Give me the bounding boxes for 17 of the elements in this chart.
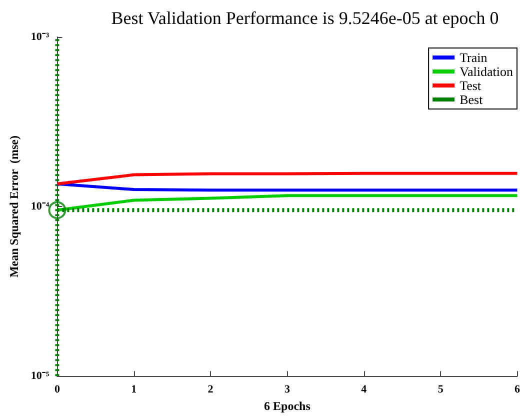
chart-title: Best Validation Performance is 9.5246e-05 at epoch 0: [111, 8, 499, 28]
x-tick-label: 4: [361, 384, 368, 396]
x-tick-label: 5: [438, 384, 444, 396]
y-tick-label: 10⁻⁵: [30, 370, 50, 382]
y-tick-label: 10⁻⁴: [30, 200, 50, 213]
legend-label: Validation: [460, 64, 514, 79]
y-axis-title: Mean Squared Error (mse): [7, 136, 21, 278]
x-tick-label: 1: [131, 384, 137, 396]
x-tick-label: 3: [284, 384, 290, 396]
legend-label: Best: [460, 92, 484, 107]
x-axis-title: 6 Epochs: [264, 399, 311, 413]
x-tick-label: 6: [514, 384, 520, 396]
y-tick-label: 10⁻³: [30, 31, 50, 43]
x-tick-label: 2: [208, 384, 214, 396]
legend-label: Test: [460, 78, 482, 93]
legend-label: Train: [460, 50, 488, 65]
x-tick-label: 0: [54, 384, 60, 396]
